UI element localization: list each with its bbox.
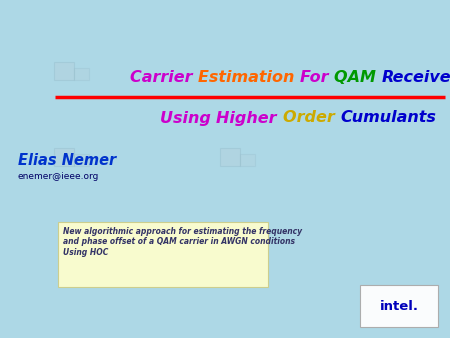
Text: enemer@ieee.org: enemer@ieee.org (18, 172, 99, 181)
Text: Higher: Higher (216, 111, 283, 125)
FancyBboxPatch shape (54, 62, 74, 80)
FancyBboxPatch shape (360, 285, 438, 327)
Text: Elias Nemer: Elias Nemer (18, 153, 116, 168)
Text: Cumulants: Cumulants (340, 111, 436, 125)
Text: intel.: intel. (379, 299, 418, 313)
Text: Using: Using (160, 111, 216, 125)
Text: Carrier: Carrier (130, 71, 198, 86)
FancyBboxPatch shape (54, 148, 74, 166)
FancyBboxPatch shape (240, 154, 255, 166)
Text: Estimation: Estimation (198, 71, 300, 86)
FancyBboxPatch shape (74, 154, 89, 166)
Text: For: For (300, 71, 334, 86)
Text: QAM: QAM (334, 71, 382, 86)
FancyBboxPatch shape (58, 222, 268, 287)
Text: Order: Order (283, 111, 340, 125)
FancyBboxPatch shape (74, 68, 89, 80)
Text: Receivers: Receivers (382, 71, 450, 86)
FancyBboxPatch shape (220, 148, 240, 166)
Text: New algorithmic approach for estimating the frequency
and phase offset of a QAM : New algorithmic approach for estimating … (63, 227, 302, 257)
